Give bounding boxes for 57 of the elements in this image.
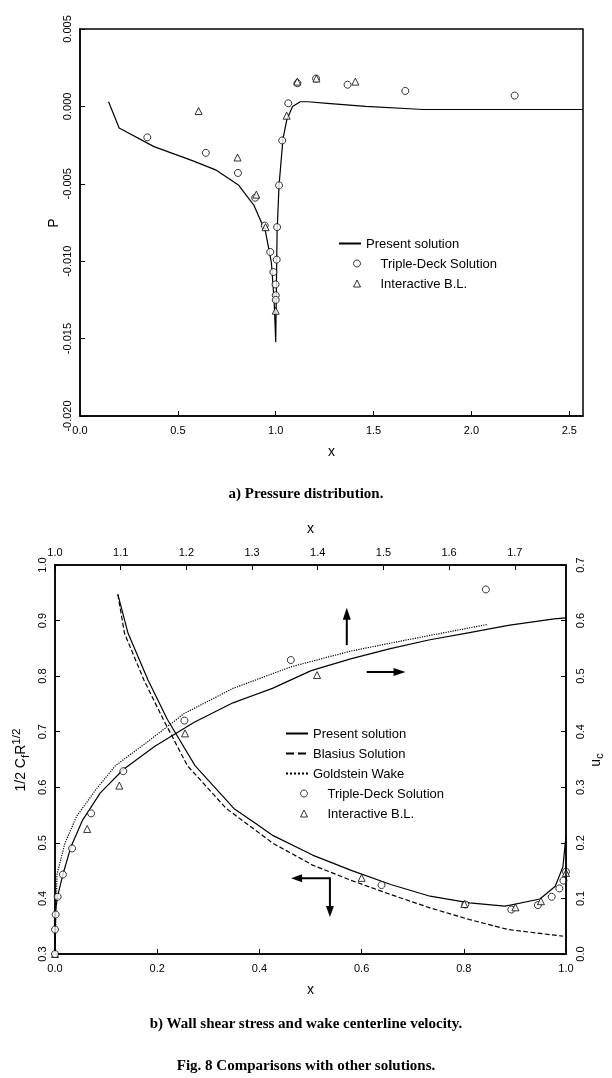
x-tick-label: 1.4 bbox=[310, 545, 326, 558]
y-tick-label: 0.005 bbox=[60, 15, 73, 43]
y-tick-label: 0.2 bbox=[573, 835, 586, 851]
y-tick-label: 0.7 bbox=[573, 557, 586, 573]
x-tick-label: 1.2 bbox=[178, 545, 195, 558]
legend-label: Triple-Deck Solution bbox=[380, 256, 498, 271]
x-tick-label: 0.0 bbox=[72, 423, 88, 436]
y-tick-label: 0.6 bbox=[35, 779, 48, 795]
y-tick-label: -0.010 bbox=[60, 245, 73, 277]
text: a) Pressure distribution. bbox=[228, 484, 384, 502]
y-tick-label: 0.9 bbox=[35, 612, 48, 629]
x-tick-label: 1.6 bbox=[441, 545, 457, 558]
y-tick-label: 0.6 bbox=[573, 612, 586, 629]
legend-label: Blasius Solution bbox=[313, 746, 406, 761]
y-tick-label: 0.8 bbox=[35, 668, 48, 684]
y-tick-label: 0.3 bbox=[573, 779, 586, 795]
x-tick-label: 0.6 bbox=[353, 961, 370, 974]
x-tick-label: 0.2 bbox=[149, 961, 165, 974]
x-tick-label: 0.5 bbox=[170, 423, 186, 436]
y-tick-label: 0.5 bbox=[35, 835, 48, 851]
x-tick-label: 1.0 bbox=[268, 423, 284, 436]
y-tick-label: 1.0 bbox=[35, 557, 48, 573]
x-tick-label: 1.1 bbox=[113, 545, 129, 558]
x-axis-title: x bbox=[328, 443, 335, 459]
y-tick-label: -0.020 bbox=[60, 400, 73, 432]
x-tick-label: 1.0 bbox=[558, 961, 574, 974]
legend-label: Triple-Deck Solution bbox=[327, 786, 445, 801]
text: b) Wall shear stress and wake centerline velocity. bbox=[149, 1014, 463, 1032]
y-tick-label: -0.005 bbox=[60, 168, 73, 200]
legend-label: Present solution bbox=[313, 726, 407, 741]
y-tick-label: -0.015 bbox=[60, 323, 73, 355]
y-tick-label: 0.4 bbox=[573, 724, 586, 740]
legend-label: Interactive B.L. bbox=[380, 276, 468, 291]
x-tick-label: 1.3 bbox=[244, 545, 260, 558]
y-tick-label: 0.000 bbox=[60, 92, 73, 121]
y-tick-label: 0.4 bbox=[35, 890, 48, 907]
y-axis-title: P bbox=[45, 217, 61, 228]
x-axis-title: x bbox=[307, 981, 314, 997]
legend-label: Interactive B.L. bbox=[327, 806, 415, 821]
y-tick-label: 0.1 bbox=[573, 890, 586, 907]
x-tick-label: 1.0 bbox=[47, 545, 63, 558]
x-axis-title: x bbox=[307, 520, 314, 536]
x-tick-label: 0.4 bbox=[251, 961, 268, 974]
legend-label: Present solution bbox=[366, 236, 460, 251]
y-tick-label: 0.7 bbox=[35, 724, 48, 740]
x-tick-label: 0.0 bbox=[47, 961, 63, 974]
x-tick-label: 1.5 bbox=[375, 545, 392, 558]
y-tick-label: 0.0 bbox=[573, 946, 586, 962]
legend-label: Goldstein Wake bbox=[313, 766, 405, 781]
caption: Fig. 8 Comparisons with other solutions. bbox=[176, 1056, 436, 1073]
x-tick-label: 2.5 bbox=[561, 423, 577, 436]
x-tick-label: 0.8 bbox=[456, 961, 472, 974]
x-tick-label: 2.0 bbox=[463, 423, 480, 436]
y-tick-label: 0.5 bbox=[573, 668, 586, 684]
x-tick-label: 1.5 bbox=[365, 423, 382, 436]
y-tick-label: 0.3 bbox=[35, 946, 48, 962]
x-tick-label: 1.7 bbox=[507, 545, 523, 558]
